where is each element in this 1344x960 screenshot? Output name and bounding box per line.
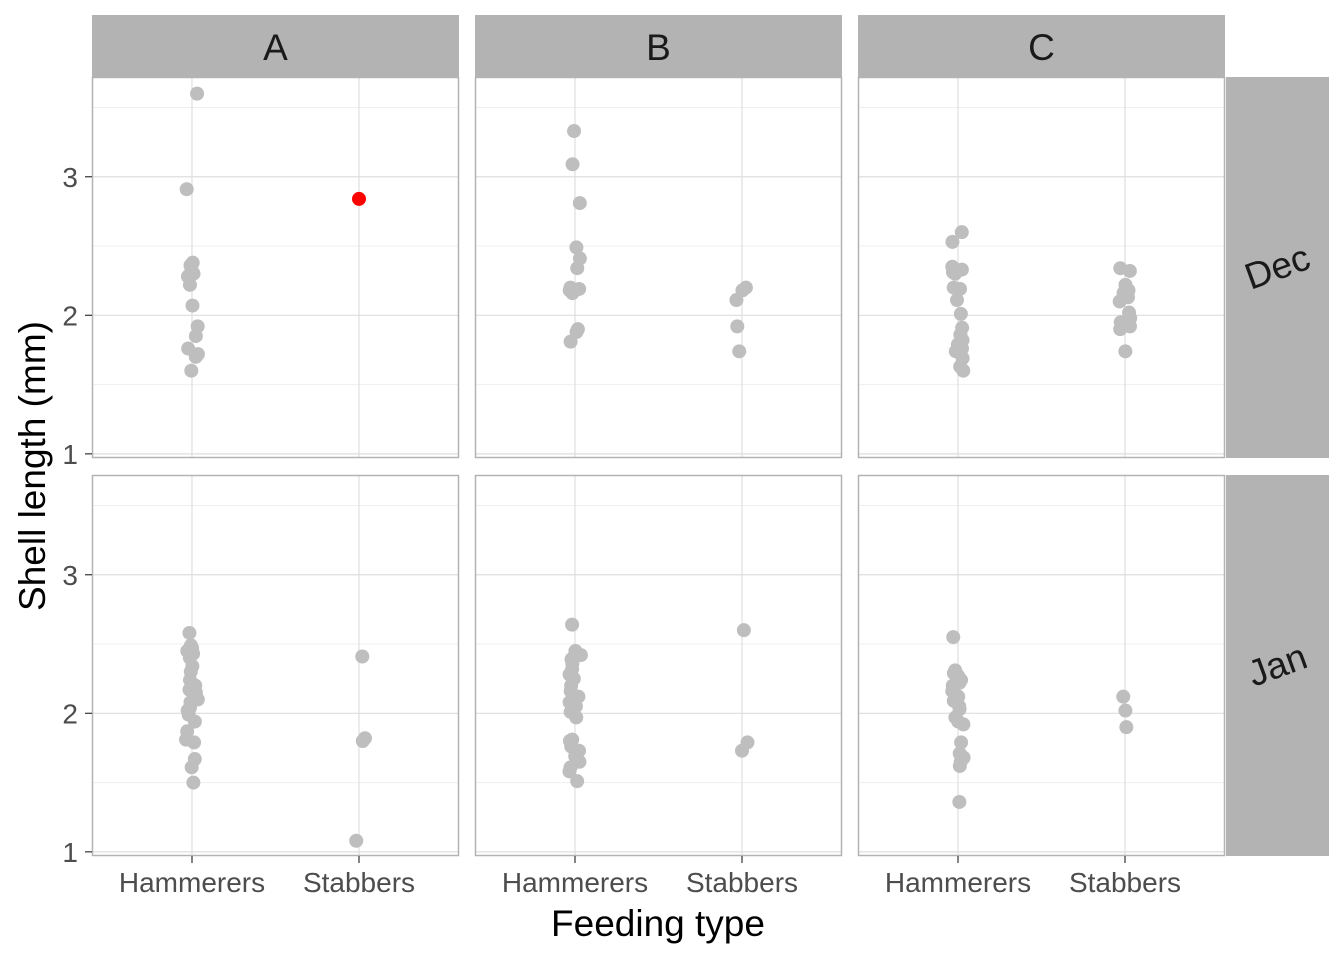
data-point bbox=[570, 774, 585, 789]
panel-border bbox=[474, 76, 843, 459]
data-point bbox=[565, 617, 580, 632]
data-point bbox=[730, 319, 745, 334]
data-point bbox=[569, 710, 584, 725]
data-point bbox=[953, 306, 968, 321]
x-tick-label: Hammerers bbox=[502, 867, 648, 898]
data-point bbox=[953, 281, 968, 296]
facet-label-C: C bbox=[1028, 27, 1055, 68]
data-point bbox=[355, 734, 370, 749]
data-point bbox=[948, 266, 963, 281]
data-point bbox=[184, 760, 199, 775]
panel-background bbox=[858, 77, 1225, 458]
panel-border bbox=[91, 474, 460, 857]
y-tick-label: 3 bbox=[62, 162, 78, 193]
data-point bbox=[952, 794, 967, 809]
y-tick-label: 3 bbox=[62, 560, 78, 591]
data-point bbox=[349, 833, 364, 848]
highlighted-point bbox=[352, 191, 366, 206]
panel-background bbox=[475, 77, 842, 458]
facet-label-B: B bbox=[646, 27, 671, 68]
data-point bbox=[188, 329, 203, 344]
x-axis-title: Feeding type bbox=[551, 903, 765, 944]
data-point bbox=[185, 298, 200, 313]
data-point bbox=[736, 623, 751, 638]
data-point bbox=[956, 363, 971, 378]
x-tick-label: Stabbers bbox=[1069, 867, 1181, 898]
x-tick-label: Stabbers bbox=[686, 867, 798, 898]
data-point bbox=[190, 86, 205, 101]
y-tick-label: 2 bbox=[62, 698, 78, 729]
panel-C-Dec bbox=[857, 76, 1226, 459]
data-point bbox=[952, 758, 967, 773]
panel-border bbox=[474, 474, 843, 857]
facet-strip-Jan bbox=[1226, 475, 1329, 856]
data-point bbox=[570, 261, 585, 276]
panel-B-Dec bbox=[474, 76, 843, 459]
data-point bbox=[182, 277, 197, 292]
data-point bbox=[729, 293, 744, 308]
data-point bbox=[732, 344, 747, 359]
data-point bbox=[734, 743, 749, 758]
panel-border bbox=[857, 76, 1226, 459]
facet-strip-C bbox=[858, 15, 1225, 77]
facet-strip-A bbox=[92, 15, 459, 77]
data-point bbox=[562, 764, 577, 779]
panel-border bbox=[857, 474, 1226, 857]
x-tick-label: Hammerers bbox=[119, 867, 265, 898]
data-point bbox=[1116, 689, 1131, 704]
data-point bbox=[956, 717, 971, 732]
panel-border bbox=[91, 76, 460, 459]
panel-A-Jan bbox=[91, 474, 460, 857]
data-point bbox=[1119, 720, 1134, 735]
y-tick-label: 1 bbox=[62, 439, 78, 470]
axes-layer: 1 2 3 1 2 3 Hammerers Stabbers Hammerers Stabbers… bbox=[62, 162, 1181, 898]
data-point bbox=[1118, 703, 1133, 718]
data-point bbox=[954, 225, 969, 240]
panel-B-Jan bbox=[474, 474, 843, 857]
data-point bbox=[954, 735, 969, 750]
data-point bbox=[179, 182, 194, 197]
data-point bbox=[945, 234, 960, 249]
data-point bbox=[950, 293, 965, 308]
facet-strip-B bbox=[475, 15, 842, 77]
y-tick-label: 2 bbox=[62, 300, 78, 331]
data-point bbox=[184, 363, 199, 378]
data-point bbox=[572, 196, 587, 211]
data-point bbox=[563, 334, 578, 349]
data-point bbox=[355, 649, 370, 664]
data-point bbox=[1113, 322, 1128, 337]
panel-background bbox=[858, 475, 1225, 856]
data-point bbox=[567, 124, 582, 139]
data-point bbox=[187, 735, 202, 750]
y-tick-label: 1 bbox=[62, 837, 78, 868]
x-tick-label: Stabbers bbox=[303, 867, 415, 898]
data-point bbox=[1118, 344, 1133, 359]
facet-strip-Dec bbox=[1226, 77, 1329, 458]
data-point bbox=[187, 714, 202, 729]
panel-A-Dec bbox=[91, 76, 460, 459]
panel-background bbox=[92, 475, 459, 856]
data-point bbox=[565, 286, 580, 301]
panels-layer bbox=[91, 76, 1226, 857]
data-point bbox=[1122, 263, 1137, 278]
data-point bbox=[188, 349, 203, 364]
panel-C-Jan bbox=[857, 474, 1226, 857]
data-point bbox=[565, 157, 580, 172]
data-point bbox=[182, 625, 197, 640]
panel-background bbox=[92, 77, 459, 458]
x-tick-label: Hammerers bbox=[885, 867, 1031, 898]
facet-label-A: A bbox=[263, 27, 288, 68]
data-point bbox=[569, 240, 584, 255]
data-point bbox=[946, 630, 961, 645]
y-axis-title: Shell length (mm) bbox=[12, 321, 53, 611]
data-point bbox=[186, 775, 201, 790]
panel-background bbox=[475, 475, 842, 856]
data-point bbox=[1112, 294, 1127, 309]
